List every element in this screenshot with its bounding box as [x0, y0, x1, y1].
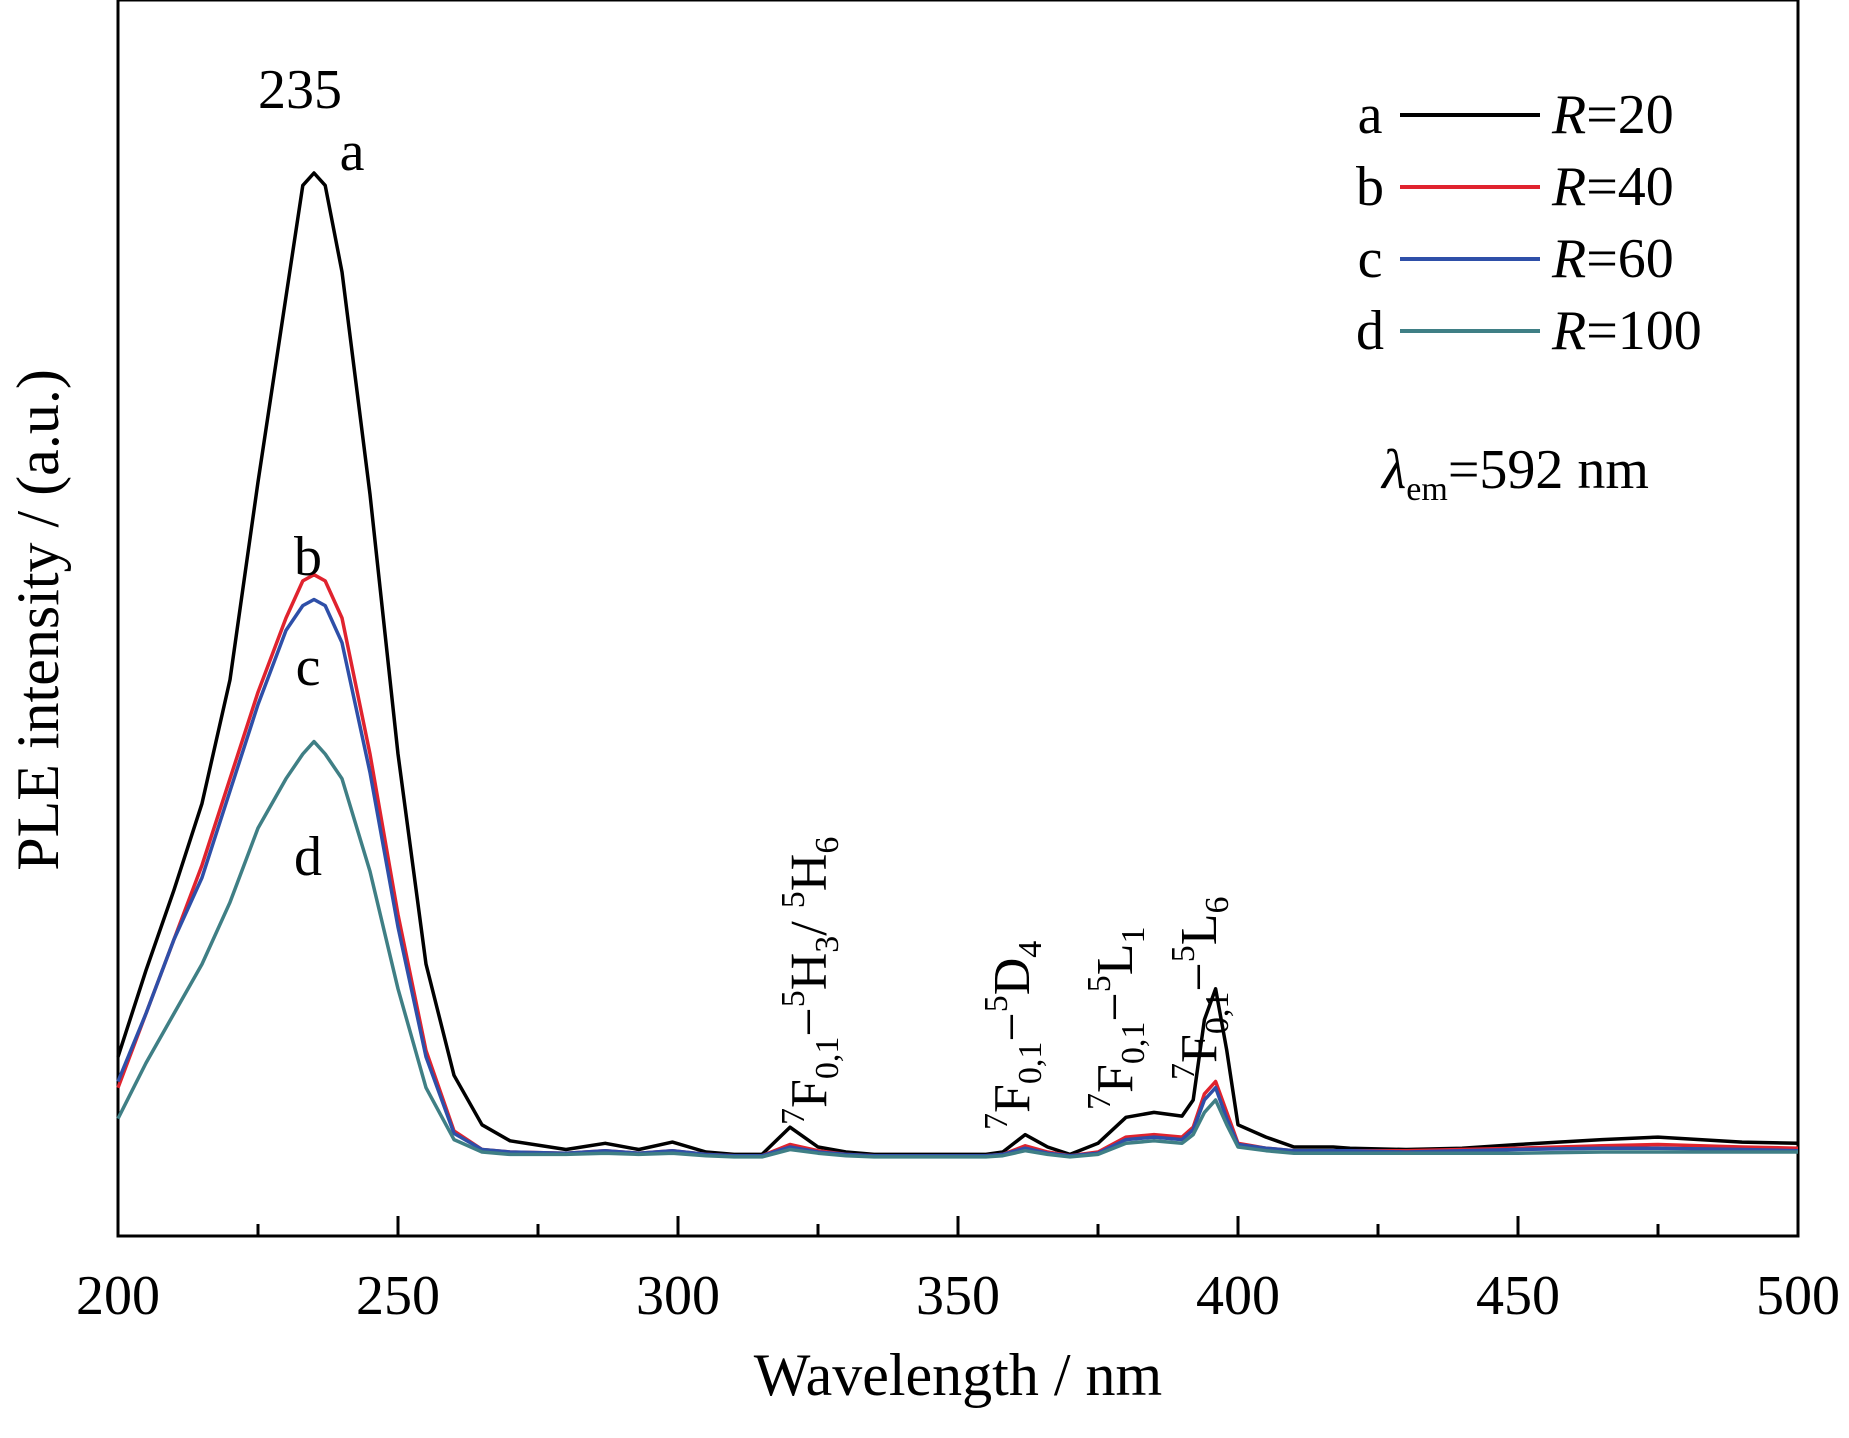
- x-axis-title: Wavelength / nm: [754, 1342, 1162, 1408]
- series-line-a: [116, 171, 1799, 1157]
- legend-label: R=40: [1551, 156, 1674, 218]
- plot-frame: [116, 0, 1800, 1238]
- svg-text:b: b: [294, 526, 322, 588]
- series-line-d: [116, 739, 1798, 1159]
- legend-item-c: c R=60: [1358, 228, 1674, 290]
- curve-label-a: a: [340, 121, 365, 183]
- legend-item-b: b R=40: [1356, 156, 1674, 218]
- series-line-b: [116, 572, 1799, 1158]
- x-axis-ticks: 200 250 300 350 400 450 500: [76, 1216, 1840, 1327]
- lambda-symbol: λ: [1380, 439, 1406, 501]
- legend-label: R=60: [1551, 228, 1674, 290]
- svg-text:d: d: [294, 826, 322, 888]
- curve-label-c: c: [296, 636, 321, 698]
- legend-item-a: a R=20: [1358, 84, 1674, 146]
- x-tick-label: 200: [76, 1265, 160, 1327]
- legend-key-letter: b: [1356, 156, 1384, 218]
- curves: [116, 171, 1799, 1159]
- y-axis-title: PLE intensity / (a.u.): [5, 369, 71, 871]
- x-tick-label: 350: [916, 1265, 1000, 1327]
- x-tick-label: 300: [636, 1265, 720, 1327]
- transition-labels: 7F0,1−5H3/ 5H6 7F0,1−5D4 7F0,1−5L17F0,1−5L…: [775, 837, 1236, 1130]
- x-tick-label: 450: [1476, 1265, 1560, 1327]
- excitation-note: λem=592 nm: [1380, 439, 1649, 508]
- curve-label-d: d: [294, 826, 322, 888]
- x-tick-label: 500: [1756, 1265, 1840, 1327]
- legend-label: R=100: [1551, 300, 1702, 362]
- transition-label: 7F0,1−5L1: [1081, 926, 1152, 1110]
- legend-key-letter: a: [1358, 84, 1383, 146]
- excitation-value: =592 nm: [1448, 439, 1649, 501]
- legend-key-letter: c: [1358, 228, 1383, 290]
- transition-label: 7F0,1−5D4: [978, 941, 1049, 1130]
- x-tick-label: 250: [356, 1265, 440, 1327]
- svg-text:c: c: [296, 636, 321, 698]
- curve-label-b: b: [294, 526, 322, 588]
- transition-label: 7F0,1−5L6: [1165, 896, 1236, 1080]
- legend-item-d: d R=100: [1356, 300, 1702, 362]
- transition-label: 7F0,1−5H3/ 5H6: [775, 837, 846, 1125]
- legend-key-letter: d: [1356, 300, 1384, 362]
- legend: a R=20 b R=40 c R=60 d R=100: [1356, 84, 1702, 362]
- legend-label: R=20: [1551, 84, 1674, 146]
- peak-annotation: 235: [258, 59, 342, 121]
- svg-text:a: a: [340, 121, 365, 183]
- x-tick-label: 400: [1196, 1265, 1280, 1327]
- lambda-subscript: em: [1406, 471, 1448, 508]
